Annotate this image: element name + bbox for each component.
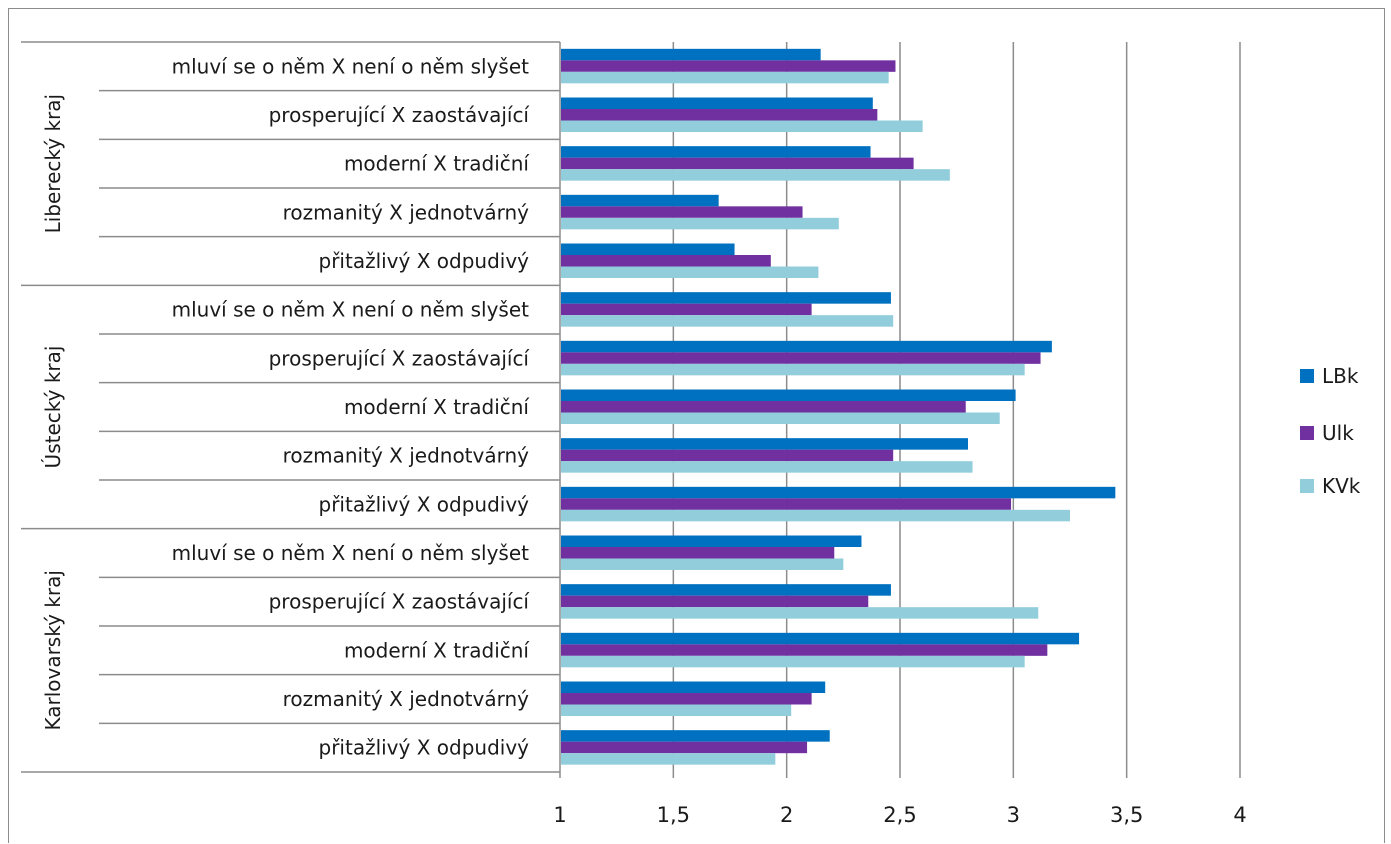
bar-kvk <box>561 412 1000 424</box>
bar-kvk <box>561 461 973 473</box>
category-label: moderní X tradiční <box>344 638 530 662</box>
category-label: přitažlivý X odpudivý <box>319 736 530 760</box>
bar-kvk <box>561 558 844 570</box>
category-label: prosperující X zaostávající <box>269 103 531 127</box>
bar-ulk <box>561 303 812 316</box>
group-label: Liberecký kraj <box>41 94 65 233</box>
category-label: mluví se o něm X není o něm slyšet <box>172 541 530 565</box>
bar-ulk <box>561 741 808 754</box>
bar-kvk <box>561 120 923 132</box>
bar-chart: mluví se o něm X není o něm slyšet prospe… <box>21 41 1361 827</box>
category-label: prosperující X zaostávající <box>269 346 531 370</box>
bar-kvk <box>561 217 839 230</box>
category-label: prosperující X zaostávající <box>269 590 531 614</box>
category-label: přitažlivý X odpudivý <box>319 492 530 516</box>
bar-kvk <box>561 363 1025 376</box>
legend-swatch <box>1300 369 1314 383</box>
bar-lbk <box>561 194 719 207</box>
bar-ulk <box>561 401 966 413</box>
group-label: Ústecký kraj <box>41 346 65 469</box>
bar-lbk <box>561 730 830 742</box>
bar-lbk <box>561 146 871 158</box>
category-label: rozmanitý X jednotvárný <box>283 200 530 224</box>
category-label: mluví se o něm X není o něm slyšet <box>172 298 530 322</box>
bar-ulk <box>561 449 894 462</box>
x-tick-label: 3,5 <box>1110 803 1143 827</box>
group-label: Karlovarský kraj <box>41 570 65 730</box>
chart-container: mluví se o něm X není o něm slyšet prospe… <box>8 8 1385 843</box>
bar-kvk <box>561 753 776 765</box>
bar-lbk <box>561 681 826 693</box>
bar-lbk <box>561 535 862 547</box>
bar-lbk <box>561 632 1080 645</box>
bar-ulk <box>561 693 812 705</box>
legend-label: LBk <box>1322 364 1359 388</box>
category-label: moderní X tradiční <box>344 152 530 176</box>
category-label: přitažlivý X odpudivý <box>319 249 530 273</box>
bar-ulk <box>561 352 1041 364</box>
bar-lbk <box>561 438 968 450</box>
bar-lbk <box>561 292 891 304</box>
x-tick-label: 4 <box>1233 803 1246 827</box>
x-tick-label: 2,5 <box>883 803 916 827</box>
bar-kvk <box>561 509 1070 522</box>
bar-lbk <box>561 48 821 61</box>
x-tick-label: 2 <box>780 803 793 827</box>
category-label: rozmanitý X jednotvárný <box>283 687 530 711</box>
bar-ulk <box>561 547 835 559</box>
bar-kvk <box>561 607 1039 619</box>
bar-ulk <box>561 157 914 170</box>
bar-ulk <box>561 595 869 608</box>
bar-kvk <box>561 266 819 278</box>
x-tick-label: 3 <box>1007 803 1020 827</box>
bar-ulk <box>561 60 896 72</box>
bar-lbk <box>561 486 1116 499</box>
bar-ulk <box>561 498 1012 510</box>
bar-ulk <box>561 255 771 267</box>
bar-ulk <box>561 109 878 121</box>
category-label: rozmanitý X jednotvárný <box>283 444 530 468</box>
bar-lbk <box>561 584 891 596</box>
x-tick-label: 1,5 <box>657 803 690 827</box>
x-tick-label: 1 <box>553 803 566 827</box>
bar-lbk <box>561 340 1052 353</box>
legend-swatch <box>1300 426 1314 440</box>
legend-label: KVk <box>1322 474 1361 498</box>
bar-lbk <box>561 389 1016 401</box>
legend-swatch <box>1300 479 1314 493</box>
bar-kvk <box>561 704 792 716</box>
bar-kvk <box>561 169 950 181</box>
bar-kvk <box>561 71 889 84</box>
bar-ulk <box>561 644 1048 656</box>
category-label: moderní X tradiční <box>344 395 530 419</box>
legend-label: Ulk <box>1322 421 1354 445</box>
bar-kvk <box>561 315 894 327</box>
bar-ulk <box>561 206 803 218</box>
bar-lbk <box>561 97 873 109</box>
bar-kvk <box>561 655 1025 668</box>
bar-lbk <box>561 243 735 255</box>
category-label: mluví se o něm X není o něm slyšet <box>172 54 530 78</box>
